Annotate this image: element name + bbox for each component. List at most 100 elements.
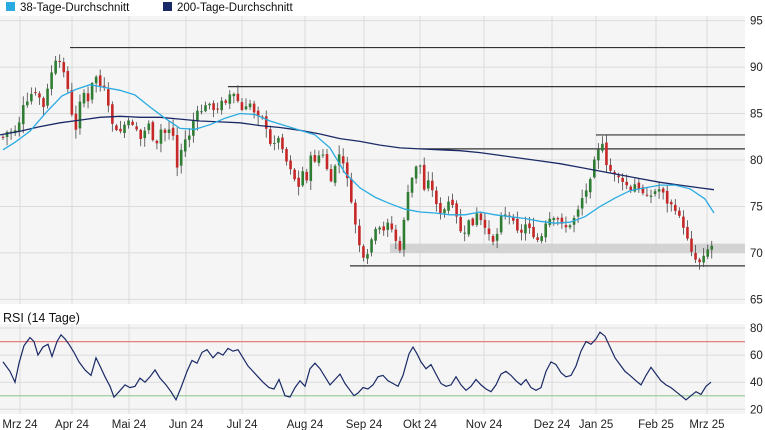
candle <box>277 135 280 150</box>
candle-body <box>702 255 705 263</box>
candle <box>455 200 458 224</box>
candle <box>410 176 414 198</box>
candle-body <box>78 101 82 129</box>
candle-body <box>580 198 584 209</box>
candle-body <box>155 140 159 144</box>
candle-body <box>601 143 604 151</box>
candle-body <box>710 245 714 250</box>
candle-body <box>62 62 66 73</box>
candle-body <box>183 139 187 152</box>
candle-body <box>163 129 167 133</box>
candle-body <box>548 218 552 225</box>
candle <box>115 123 118 132</box>
candle <box>358 219 361 253</box>
legend-item-ma200: 200-Tage-Durchschnitt <box>163 2 294 14</box>
candle <box>151 120 155 142</box>
candle-body <box>293 169 296 180</box>
legend-label-ma200: 200-Tage-Durchschnitt <box>177 2 294 14</box>
candle <box>503 206 507 220</box>
candle <box>127 117 130 129</box>
legend-item-ma38: 38-Tage-Durchschnitt <box>6 2 130 14</box>
candle <box>82 89 86 108</box>
candle <box>289 155 292 175</box>
candle-body <box>528 223 531 229</box>
candle <box>192 112 195 143</box>
candle <box>532 217 535 239</box>
candle-body <box>90 83 94 100</box>
candle-body <box>264 116 268 129</box>
candle-body <box>617 175 620 178</box>
price-y-tick: 65 <box>750 294 763 306</box>
candle <box>556 216 560 226</box>
candle-body <box>127 120 130 126</box>
candle <box>240 97 244 112</box>
candle <box>601 136 604 153</box>
candle <box>228 90 232 109</box>
candle <box>597 143 600 169</box>
candle-body <box>188 135 191 140</box>
candle <box>317 150 321 167</box>
candle <box>686 220 689 241</box>
candle <box>580 189 584 216</box>
candle-body <box>301 171 304 186</box>
candle-body <box>568 225 572 228</box>
candle-body <box>358 225 361 246</box>
candle-body <box>487 228 491 235</box>
candle-body <box>285 148 288 162</box>
candle <box>536 233 539 243</box>
support-zone <box>390 243 745 253</box>
candle <box>451 193 454 209</box>
rsi-panel-background <box>0 324 745 414</box>
candle <box>200 104 203 115</box>
candle-body <box>350 178 353 203</box>
candle-body <box>5 132 9 138</box>
candle-body <box>431 180 434 191</box>
rsi-y-tick: 60 <box>750 350 763 362</box>
candle <box>520 224 523 241</box>
candle <box>107 82 110 113</box>
candle-body <box>459 216 462 232</box>
candle-body <box>277 137 280 143</box>
candle <box>637 178 641 193</box>
candle <box>641 184 645 196</box>
candle-body <box>382 226 385 231</box>
candle <box>321 148 325 159</box>
candle <box>50 65 53 96</box>
candle-body <box>516 218 519 231</box>
candle-body <box>665 190 669 204</box>
candle <box>475 207 479 227</box>
candle <box>21 96 25 134</box>
candle <box>512 214 515 225</box>
candle-body <box>167 129 171 133</box>
candle <box>418 164 422 174</box>
price-y-tick: 80 <box>750 155 763 167</box>
candle <box>9 128 13 140</box>
candle <box>244 98 248 111</box>
candle <box>74 105 78 139</box>
rsi-y-tick-labels: 20 40 60 80 <box>750 323 763 416</box>
candle <box>370 237 373 257</box>
candle-body <box>42 98 45 108</box>
candle-body <box>321 154 325 156</box>
candle-body <box>38 93 41 98</box>
candle-body <box>208 103 211 106</box>
candle-body <box>70 89 74 115</box>
candle-body <box>179 149 183 166</box>
candle <box>264 110 268 138</box>
candle-body <box>686 226 689 239</box>
candle <box>471 217 475 227</box>
candle <box>609 158 612 173</box>
candle-body <box>386 222 390 230</box>
candle <box>362 244 365 262</box>
candle <box>649 189 653 204</box>
candle <box>414 165 418 184</box>
candle <box>305 168 309 184</box>
candle-body <box>605 142 608 166</box>
candle <box>354 199 357 234</box>
candle-body <box>159 129 163 144</box>
candle-body <box>147 123 151 131</box>
candle-body <box>645 194 649 196</box>
x-tick: Mai 24 <box>112 419 147 430</box>
moving-averages <box>0 84 715 224</box>
candle <box>366 249 369 264</box>
